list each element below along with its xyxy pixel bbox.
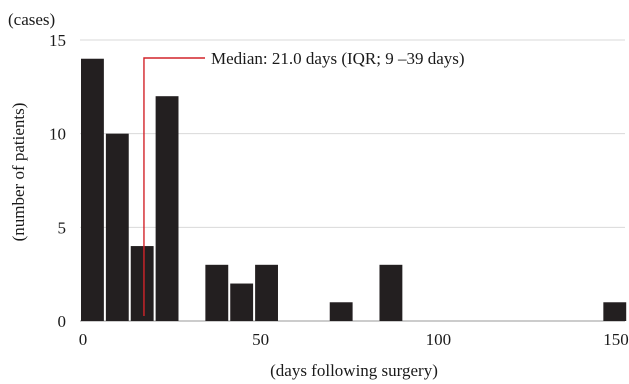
histogram-bar — [105, 133, 129, 321]
histogram-bar — [155, 96, 179, 321]
histogram-bars — [81, 58, 627, 321]
median-annotation-label: Median: 21.0 days (IQR; 9 –39 days) — [211, 49, 465, 68]
histogram-bar — [130, 246, 154, 321]
y-tick-label: 5 — [58, 218, 67, 237]
histogram-bar — [205, 264, 229, 321]
histogram-bar — [329, 302, 353, 321]
median-marker-line — [143, 57, 205, 316]
x-tick-label: 0 — [79, 330, 88, 349]
y-axis-label: (number of patients) — [9, 103, 28, 242]
histogram-bar — [81, 58, 104, 321]
x-tick-label: 150 — [603, 330, 629, 349]
y-axis-ticks: 0 5 10 15 — [49, 31, 66, 331]
y-tick-label: 10 — [49, 125, 66, 144]
histogram-bar — [230, 283, 254, 321]
x-axis-ticks: 0 50 100 150 — [79, 330, 629, 349]
histogram-bar — [255, 264, 278, 321]
x-tick-label: 100 — [426, 330, 452, 349]
y-tick-label: 0 — [58, 312, 67, 331]
y-unit-label: (cases) — [8, 10, 55, 29]
y-tick-label: 15 — [49, 31, 66, 50]
histogram-bar — [603, 302, 627, 321]
histogram-bar — [379, 264, 403, 321]
x-tick-label: 50 — [252, 330, 269, 349]
x-axis-label: (days following surgery) — [270, 361, 438, 380]
median-annotation: Median: 21.0 days (IQR; 9 –39 days) — [143, 49, 465, 316]
